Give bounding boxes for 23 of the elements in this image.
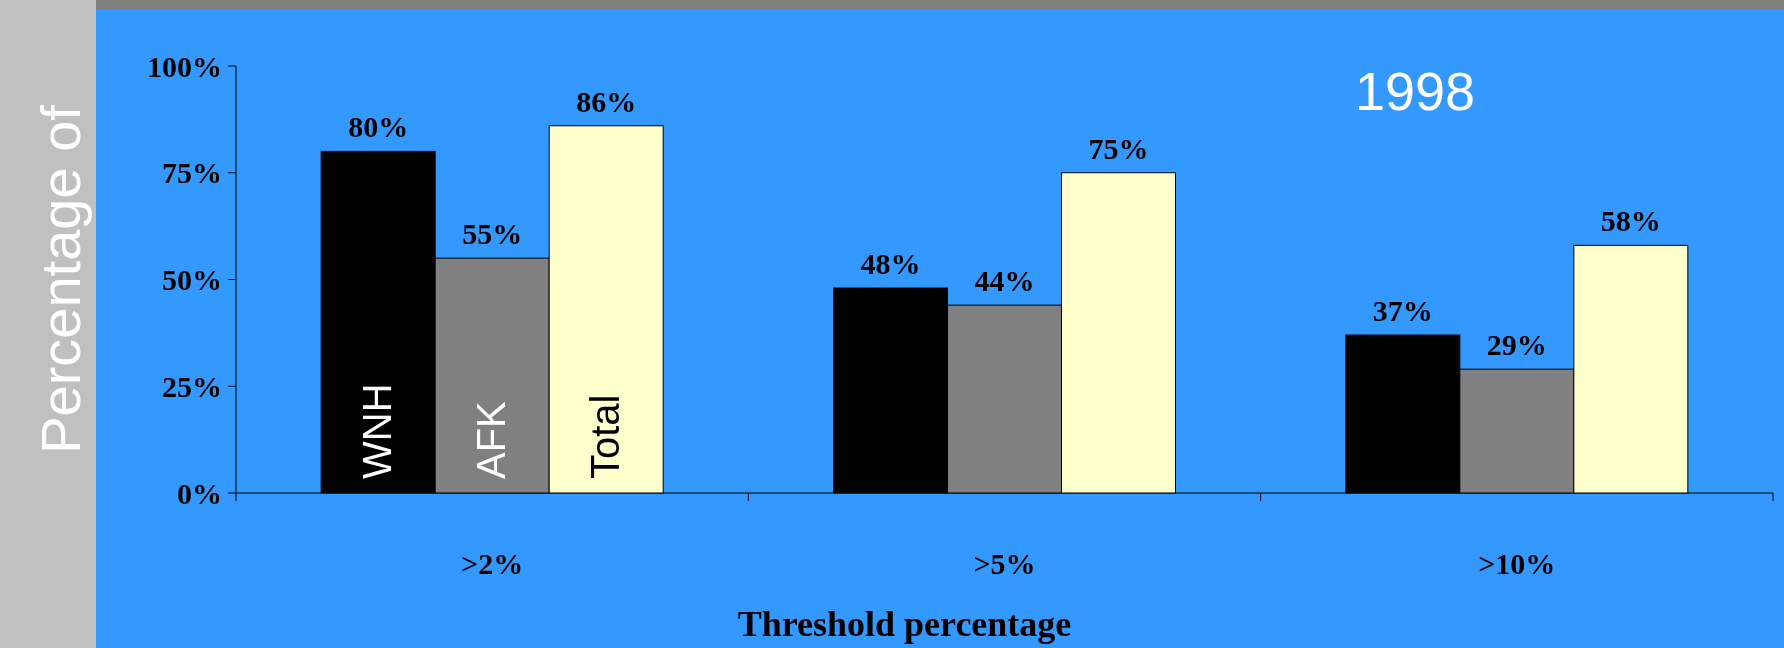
data-label: 75% <box>1088 131 1149 165</box>
x-tick-label: >5% <box>973 547 1036 580</box>
x-tick-label: >10% <box>1478 547 1556 580</box>
x-axis-title: Threshold percentage <box>737 604 1072 644</box>
y-tick-label: 0% <box>177 476 222 510</box>
x-tick-label: >2% <box>461 547 524 580</box>
y-tick-label: 25% <box>162 369 222 403</box>
data-label: 29% <box>1486 328 1547 362</box>
annotation: 1998 <box>1354 61 1476 121</box>
series-label: Total <box>583 394 628 479</box>
data-label: 44% <box>974 264 1035 298</box>
y-tick-label: 75% <box>162 156 222 190</box>
data-label: 37% <box>1372 294 1433 328</box>
series-label: WNH <box>355 383 400 479</box>
data-label: 48% <box>860 247 921 281</box>
data-label: 58% <box>1600 204 1661 238</box>
data-label: 80% <box>348 110 409 144</box>
series-label: AFK <box>469 400 514 479</box>
y-axis-title: Percentage of <box>29 104 92 454</box>
y-tick-label: 50% <box>162 263 222 296</box>
data-label: 86% <box>576 84 637 118</box>
data-label: 55% <box>462 217 523 251</box>
y-tick-label: 100% <box>147 49 222 83</box>
